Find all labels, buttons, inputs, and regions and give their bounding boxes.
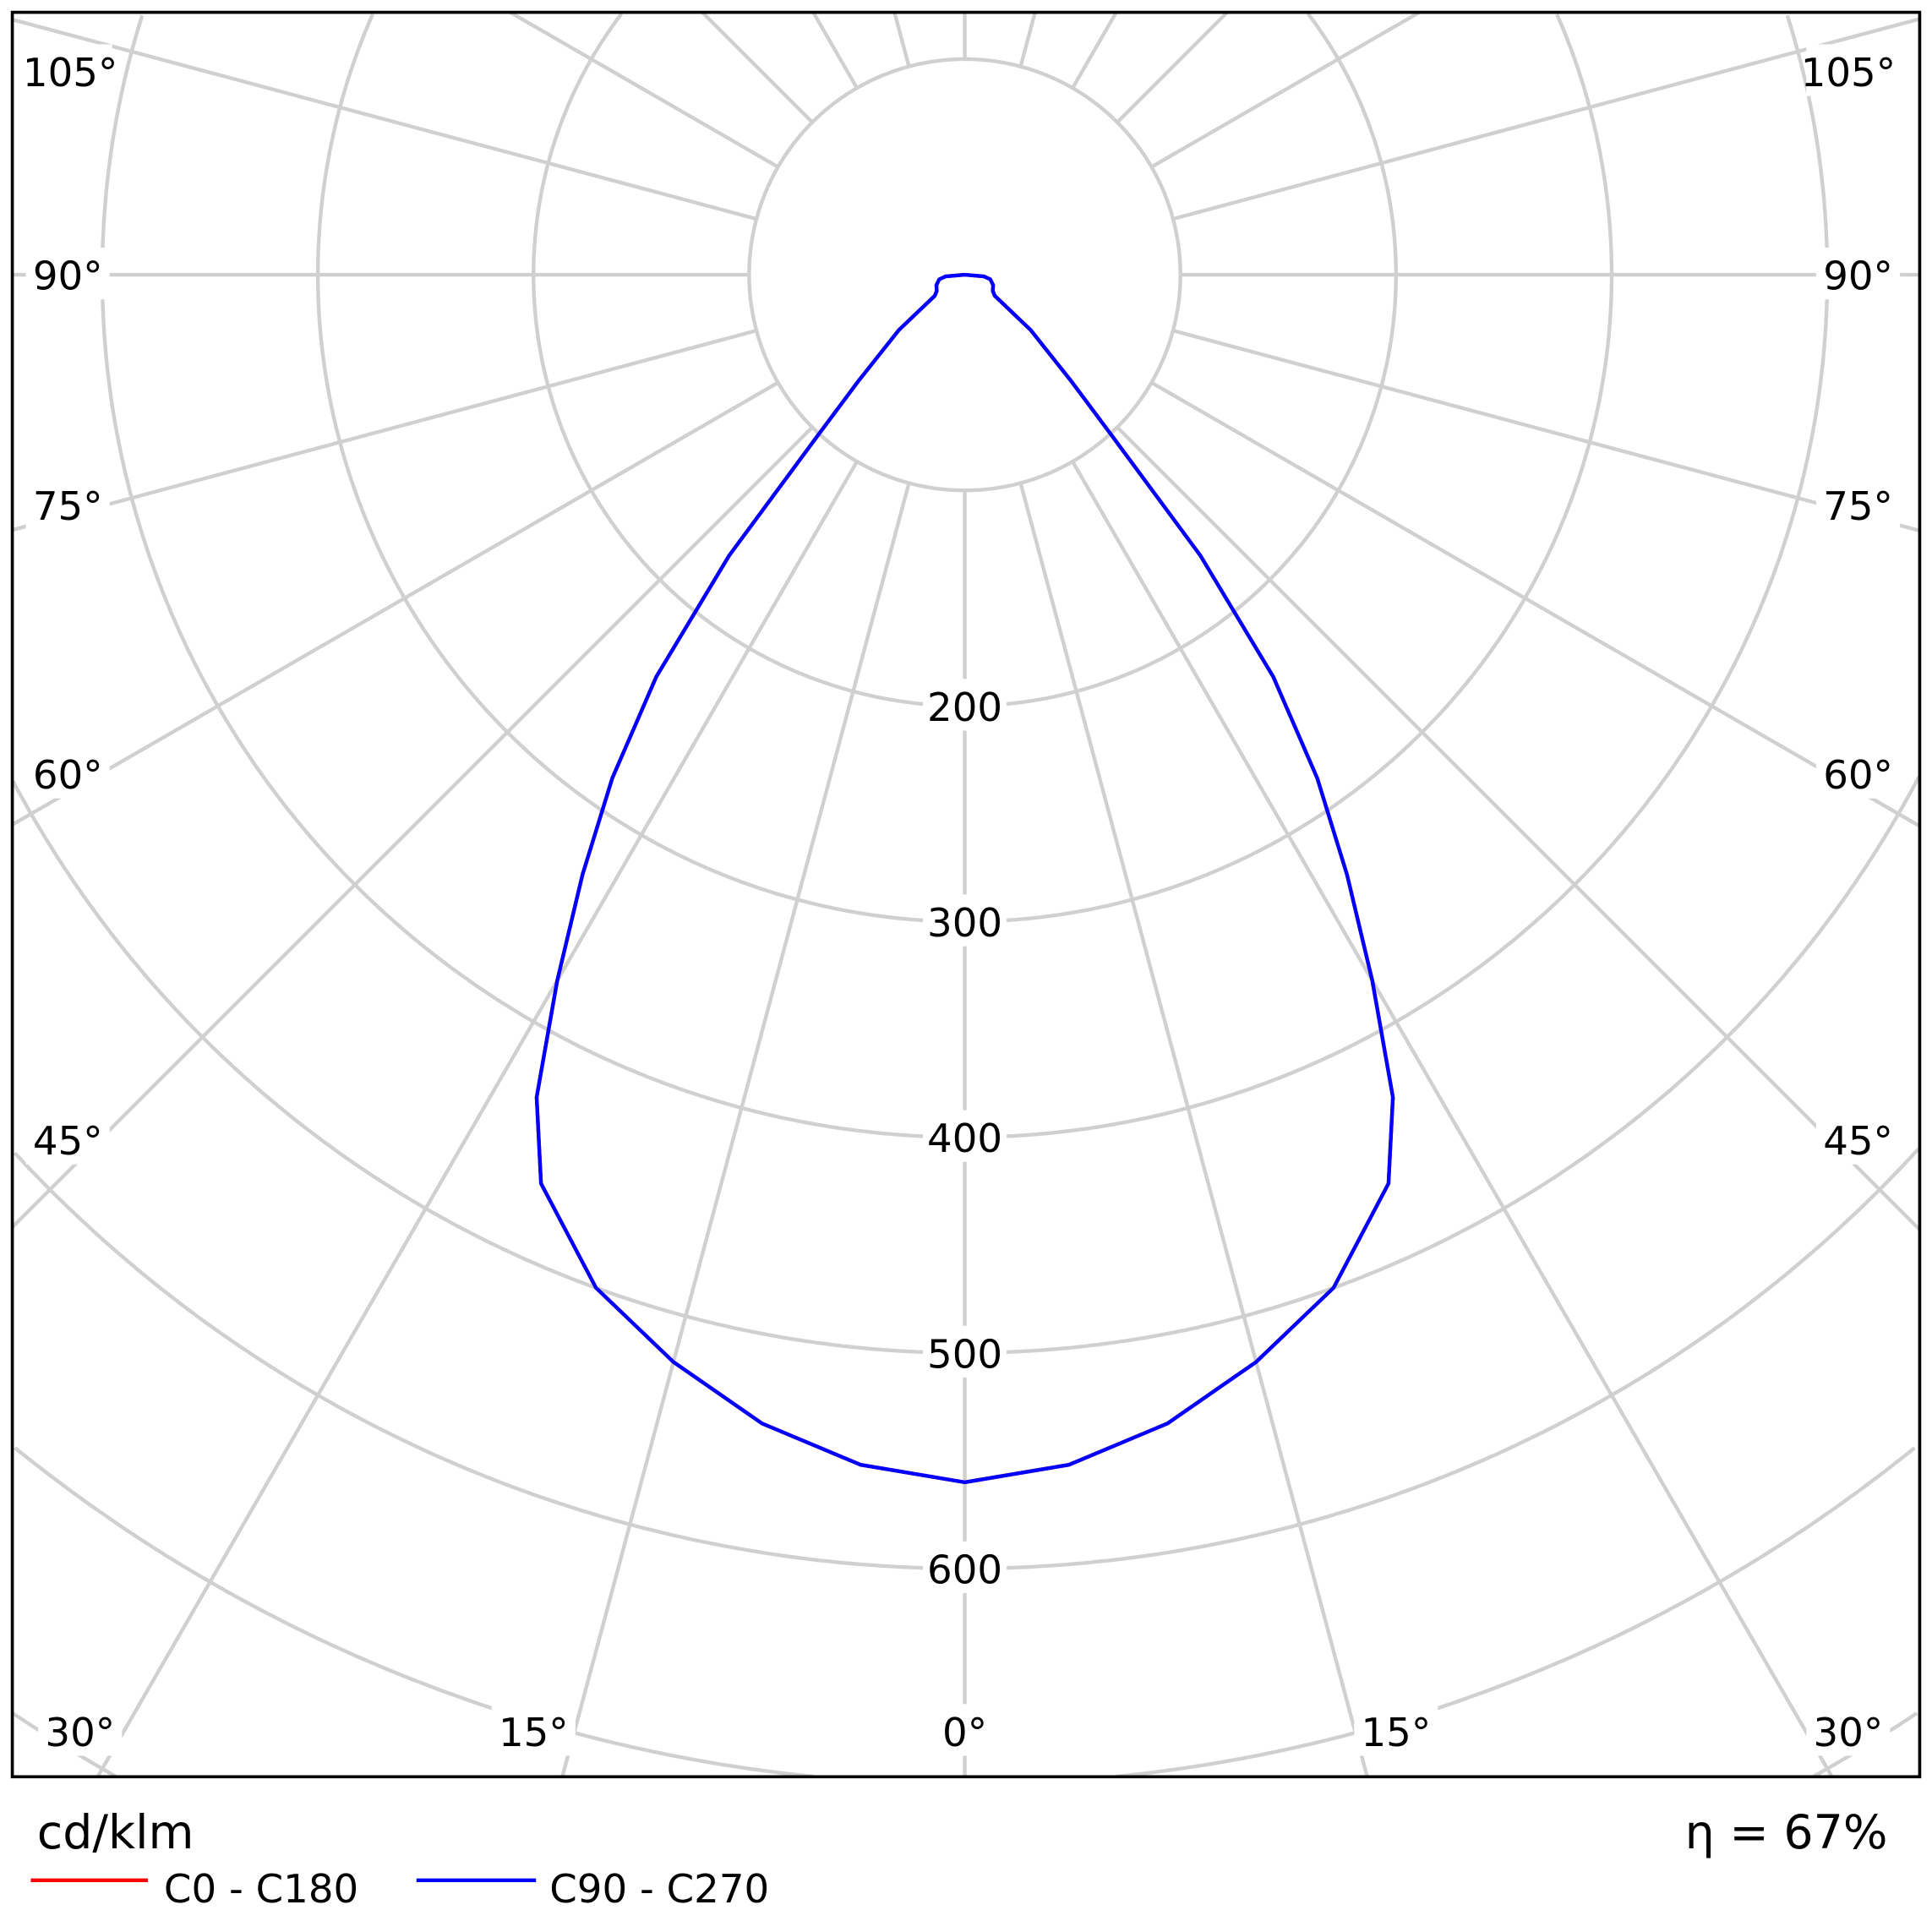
angle-grid-spoke xyxy=(1150,10,1421,169)
angle-label: 105° xyxy=(23,51,117,96)
polar-grid xyxy=(11,10,1921,1779)
angle-grid-spoke xyxy=(11,425,814,1229)
radial-grid-circle xyxy=(13,1151,965,1571)
angle-label: 30° xyxy=(45,1711,115,1756)
curves xyxy=(534,272,1395,1485)
angle-grid-spoke xyxy=(811,11,859,90)
angle-label: 75° xyxy=(33,484,103,530)
radial-grid-circle xyxy=(964,12,1398,708)
angle-grid-spoke xyxy=(1172,17,1920,221)
legend-label-c0: C0 - C180 xyxy=(164,1867,358,1913)
angle-grid-spoke xyxy=(96,460,859,1778)
angle-label: 105° xyxy=(1801,51,1896,96)
angle-grid-spoke xyxy=(1116,11,1229,124)
radial-grid-circle xyxy=(315,13,965,924)
unit-label: cd/klm xyxy=(37,1806,194,1860)
angle-grid-spoke xyxy=(1018,12,1037,68)
angle-label: 60° xyxy=(33,753,103,799)
legend: C0 - C180 C90 - C270 xyxy=(30,1867,769,1913)
angle-grid-spoke xyxy=(11,380,779,827)
radial-grid-circle xyxy=(964,1147,1920,1571)
angle-grid-spoke xyxy=(12,18,757,221)
angle-grid-spoke xyxy=(12,329,757,532)
radial-grid-circle xyxy=(1116,1446,1916,1779)
radial-grid-circle xyxy=(11,779,965,1355)
angle-grid-spoke xyxy=(1071,11,1118,90)
angle-grid-spoke xyxy=(892,12,911,68)
labels: 200 300 400 500 600 105° 90° 75° 60° 45° 30° 15° 105… xyxy=(23,44,1901,1756)
radial-tick-label: 600 xyxy=(927,1547,1002,1593)
angle-label: 75° xyxy=(1823,484,1893,530)
plot-frame xyxy=(10,10,1922,1779)
angle-grid-spoke xyxy=(1150,380,1921,828)
efficiency-label: η = 67% xyxy=(1685,1806,1888,1860)
angle-label: 30° xyxy=(1814,1711,1884,1756)
radial-tick-label: 300 xyxy=(927,901,1002,947)
angle-label: 15° xyxy=(1361,1711,1431,1756)
angle-label: 90° xyxy=(1823,254,1893,300)
angle-label: 45° xyxy=(33,1119,103,1165)
angle-grid-spoke xyxy=(1018,482,1369,1777)
angle-label: 45° xyxy=(1823,1119,1893,1165)
radial-grid-circle xyxy=(964,776,1921,1355)
angle-grid-spoke xyxy=(560,482,911,1777)
radial-grid-circle xyxy=(532,12,965,708)
radial-tick-label: 200 xyxy=(927,685,1002,731)
radial-tick-label: 400 xyxy=(927,1116,1002,1162)
curve-c90-c270 xyxy=(534,272,1395,1485)
angle-grid-spoke xyxy=(1116,425,1921,1231)
angle-grid-spoke xyxy=(1172,329,1920,532)
radial-grid-circle xyxy=(14,1446,814,1779)
angle-label: 15° xyxy=(499,1711,569,1756)
radial-tick-label: 500 xyxy=(927,1332,1002,1378)
angle-grid-spoke xyxy=(701,11,814,124)
angle-label: 0° xyxy=(942,1711,987,1756)
legend-label-c90: C90 - C270 xyxy=(549,1867,769,1913)
angle-grid-spoke xyxy=(509,10,779,169)
angle-label: 60° xyxy=(1823,753,1893,799)
angle-label: 90° xyxy=(33,254,103,300)
angle-grid-spoke xyxy=(1071,460,1834,1778)
radial-grid-circle xyxy=(964,13,1614,924)
